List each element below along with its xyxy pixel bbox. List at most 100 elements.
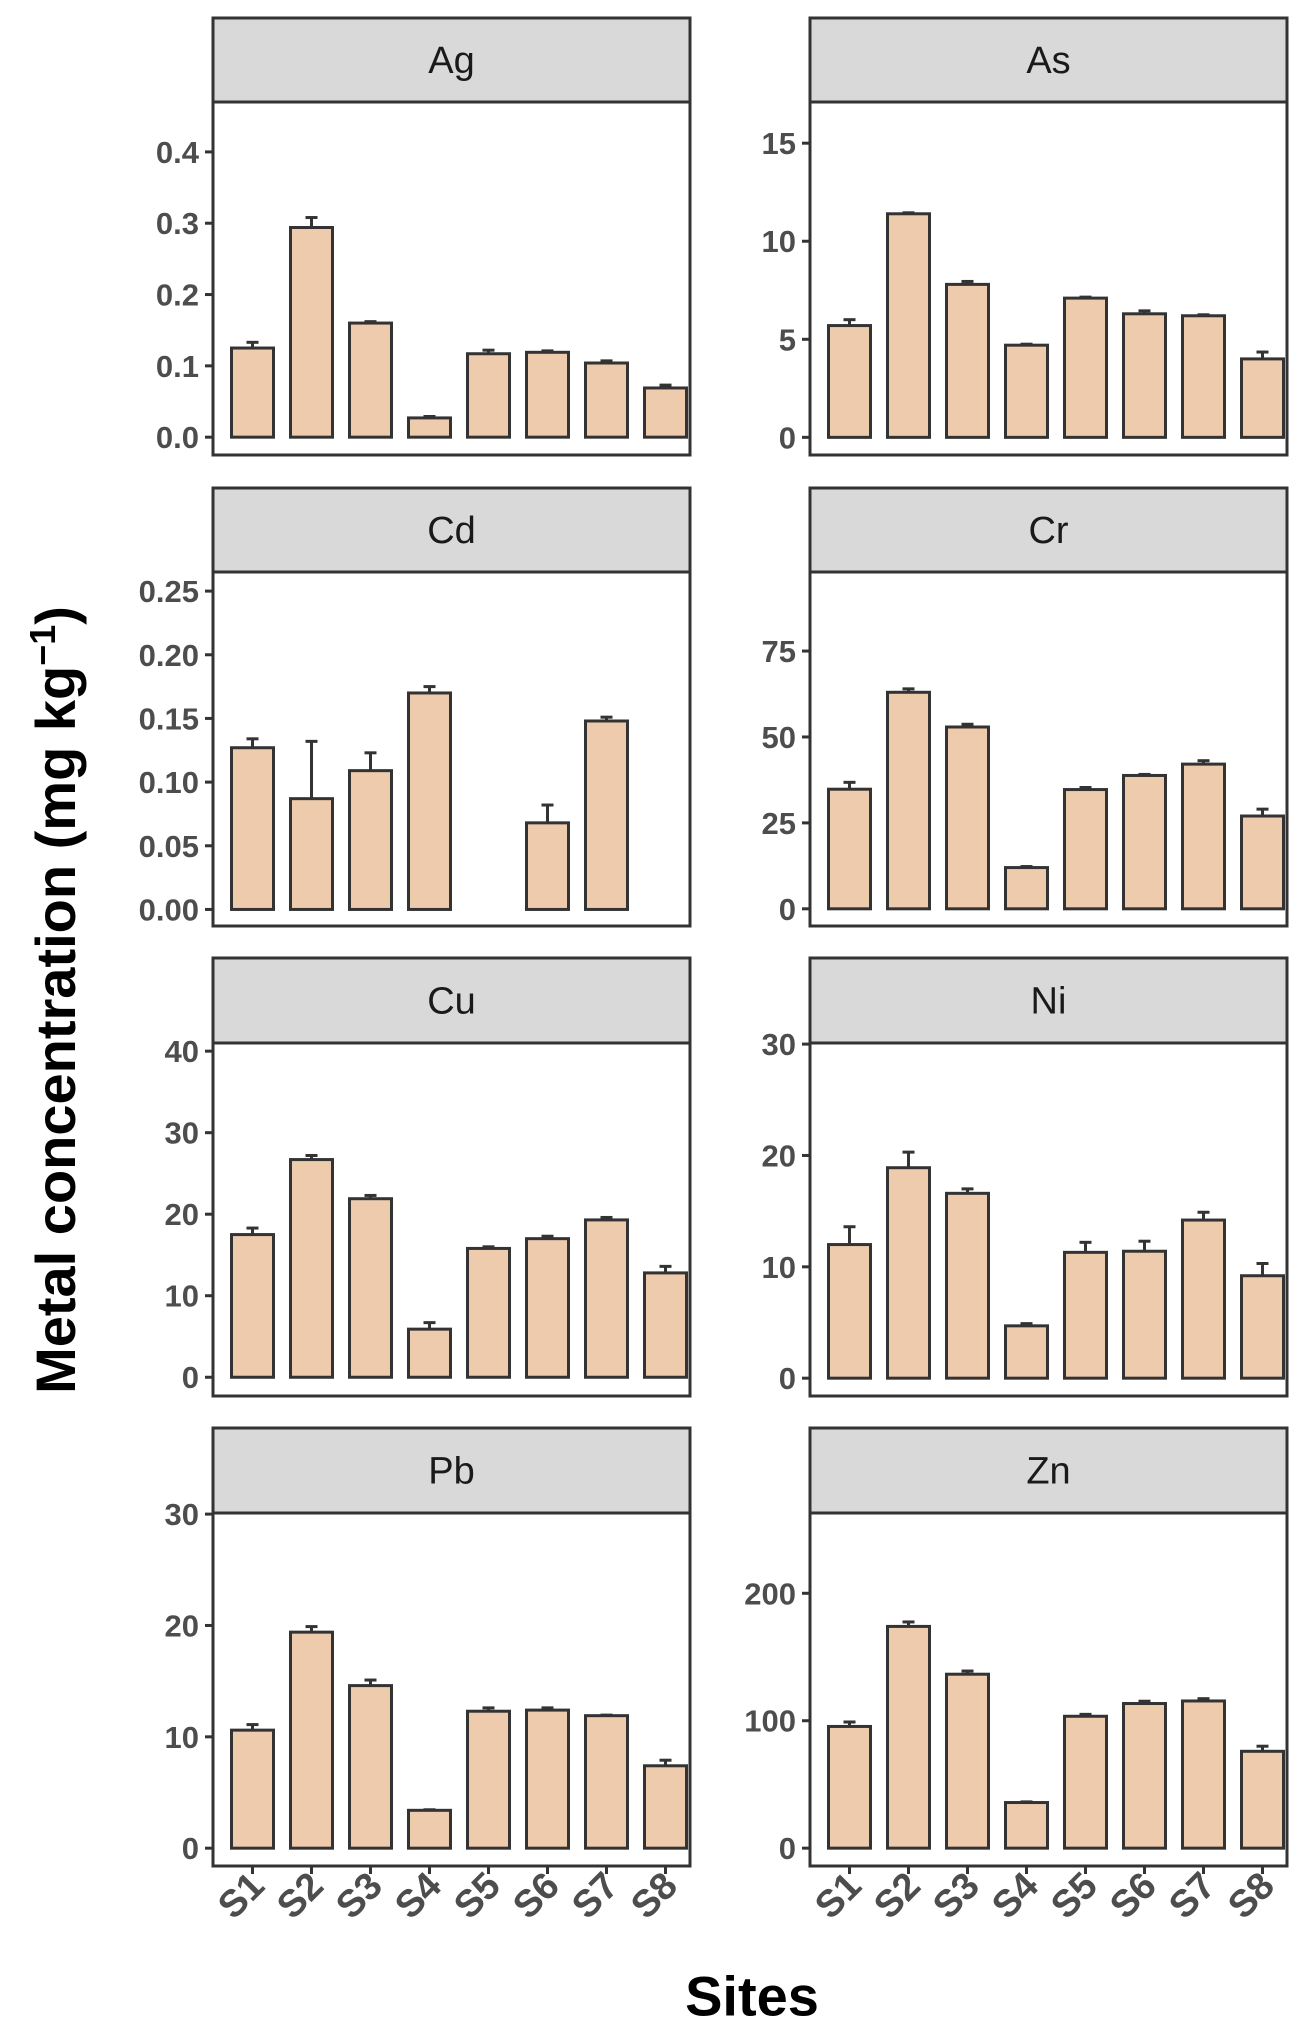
y-tick-label-cd: 0.25 xyxy=(139,574,199,609)
y-tick-label-ni: 30 xyxy=(762,1027,796,1062)
bar-cd-s6 xyxy=(525,821,570,911)
bar-ag-s4 xyxy=(407,416,452,439)
bar-zn-s6 xyxy=(1122,1702,1167,1850)
x-tick-label-pb: S6 xyxy=(505,1865,568,1928)
bar-ni-s4 xyxy=(1004,1324,1049,1380)
strip-cr xyxy=(808,486,1289,574)
bar-cu-s7 xyxy=(584,1218,629,1379)
bar-ag-s1 xyxy=(230,346,275,439)
y-axis-title-main: Metal concentration (mg kg xyxy=(23,665,87,1394)
bar-pb-s2 xyxy=(289,1630,334,1850)
x-tick-label-zn: S3 xyxy=(925,1865,988,1928)
x-axis-title: Sites xyxy=(685,1964,819,2028)
panel-as: As 0 5 10 15 xyxy=(762,16,1289,457)
bar-pb-s8 xyxy=(643,1764,688,1850)
bar-ni-s7 xyxy=(1181,1218,1226,1380)
bar-cr-s8 xyxy=(1240,814,1285,911)
y-tick-label-as: 5 xyxy=(779,322,796,357)
y-tick-label-ag: 0.0 xyxy=(156,420,199,455)
strip-label-pb: Pb xyxy=(428,1451,474,1493)
bar-zn-s5 xyxy=(1063,1714,1108,1850)
panel-border-cr xyxy=(808,570,1289,928)
bar-cu-s8 xyxy=(643,1271,688,1379)
bar-zn-s3 xyxy=(945,1672,990,1850)
y-axis-title: Metal concentration (mg kg−1) xyxy=(22,606,88,1394)
bar-as-s4 xyxy=(1004,343,1049,439)
x-tick-label-pb: S4 xyxy=(387,1865,450,1928)
bar-cu-s3 xyxy=(348,1197,393,1379)
y-tick-label-ni: 20 xyxy=(762,1138,796,1173)
strip-label-cr: Cr xyxy=(1028,510,1068,552)
bar-pb-s5 xyxy=(466,1709,511,1850)
bar-as-s8 xyxy=(1240,357,1285,439)
panel-ag: Ag 0.0 0.1 0.2 0.3 0.4 xyxy=(156,16,692,457)
panel-cu: Cu 0 10 20 30 40 xyxy=(165,956,692,1398)
x-tick-label-zn: S1 xyxy=(807,1865,870,1928)
bar-ag-s3 xyxy=(348,321,393,439)
panel-border-ag xyxy=(211,100,692,457)
y-tick-label-ag: 0.4 xyxy=(156,135,200,170)
strip-label-cu: Cu xyxy=(427,981,476,1023)
strip-label-as: As xyxy=(1026,40,1070,82)
y-tick-label-cd: 0.05 xyxy=(139,829,199,864)
y-tick-label-pb: 10 xyxy=(165,1720,199,1755)
x-tick-label-pb: S5 xyxy=(446,1865,509,1928)
bar-as-s2 xyxy=(886,212,931,439)
bar-as-s7 xyxy=(1181,314,1226,439)
bar-cu-s5 xyxy=(466,1246,511,1379)
x-tick-label-zn: S7 xyxy=(1161,1865,1224,1928)
strip-cd xyxy=(211,486,692,574)
y-tick-label-cd: 0.10 xyxy=(139,765,199,800)
bar-cr-s3 xyxy=(945,725,990,911)
panel-border-zn xyxy=(808,1511,1289,1868)
bar-zn-s1 xyxy=(827,1724,872,1850)
bar-cr-s2 xyxy=(886,690,931,911)
bar-ni-s1 xyxy=(827,1243,872,1380)
y-tick-label-cr: 50 xyxy=(762,720,796,755)
bar-ag-s2 xyxy=(289,226,334,439)
x-tick-label-pb: S8 xyxy=(623,1865,686,1928)
bar-cu-s4 xyxy=(407,1327,452,1379)
strip-as xyxy=(808,16,1289,104)
x-tick-label-zn: S6 xyxy=(1102,1865,1165,1928)
bar-zn-s4 xyxy=(1004,1801,1049,1850)
y-tick-label-cu: 30 xyxy=(165,1116,199,1151)
bar-zn-s8 xyxy=(1240,1749,1285,1850)
bar-cu-s6 xyxy=(525,1237,570,1379)
y-tick-label-cr: 25 xyxy=(762,806,796,841)
x-tick-label-pb: S2 xyxy=(269,1865,332,1928)
panel-border-ni xyxy=(808,1041,1289,1398)
bar-pb-s7 xyxy=(584,1714,629,1850)
x-tick-label-zn: S5 xyxy=(1043,1865,1106,1928)
y-axis-title-exponent: −1 xyxy=(22,624,64,666)
bar-cr-s4 xyxy=(1004,866,1049,911)
y-tick-label-cr: 75 xyxy=(762,634,796,669)
y-tick-label-cu: 10 xyxy=(165,1279,199,1314)
bar-cd-s7 xyxy=(584,719,629,911)
bar-zn-s2 xyxy=(886,1624,931,1850)
y-tick-label-cd: 0.20 xyxy=(139,638,199,673)
y-tick-label-pb: 20 xyxy=(165,1608,199,1643)
x-tick-label-pb: S1 xyxy=(210,1865,273,1928)
strip-label-zn: Zn xyxy=(1026,1451,1070,1493)
y-tick-label-as: 0 xyxy=(779,420,796,455)
bar-ni-s2 xyxy=(886,1166,931,1380)
x-tick-label-zn: S8 xyxy=(1220,1865,1283,1928)
panel-border-pb xyxy=(211,1511,692,1868)
strip-cu xyxy=(211,956,692,1045)
bar-ag-s6 xyxy=(525,350,570,439)
y-tick-label-zn: 200 xyxy=(744,1576,796,1611)
bar-cd-s1 xyxy=(230,746,275,911)
y-tick-label-ni: 0 xyxy=(779,1361,796,1396)
x-tick-label-pb: S7 xyxy=(564,1865,627,1928)
y-tick-label-zn: 0 xyxy=(779,1831,796,1866)
panel-cd: Cd 0.00 0.05 0.10 0.15 0.20 0.25 xyxy=(139,486,692,928)
y-tick-label-ni: 10 xyxy=(762,1250,796,1285)
bar-ag-s7 xyxy=(584,361,629,439)
y-tick-label-ag: 0.1 xyxy=(156,349,199,384)
strip-label-cd: Cd xyxy=(427,510,476,552)
y-tick-label-cd: 0.15 xyxy=(139,701,199,736)
y-tick-label-pb: 30 xyxy=(165,1497,199,1532)
panel-border-as xyxy=(808,100,1289,457)
